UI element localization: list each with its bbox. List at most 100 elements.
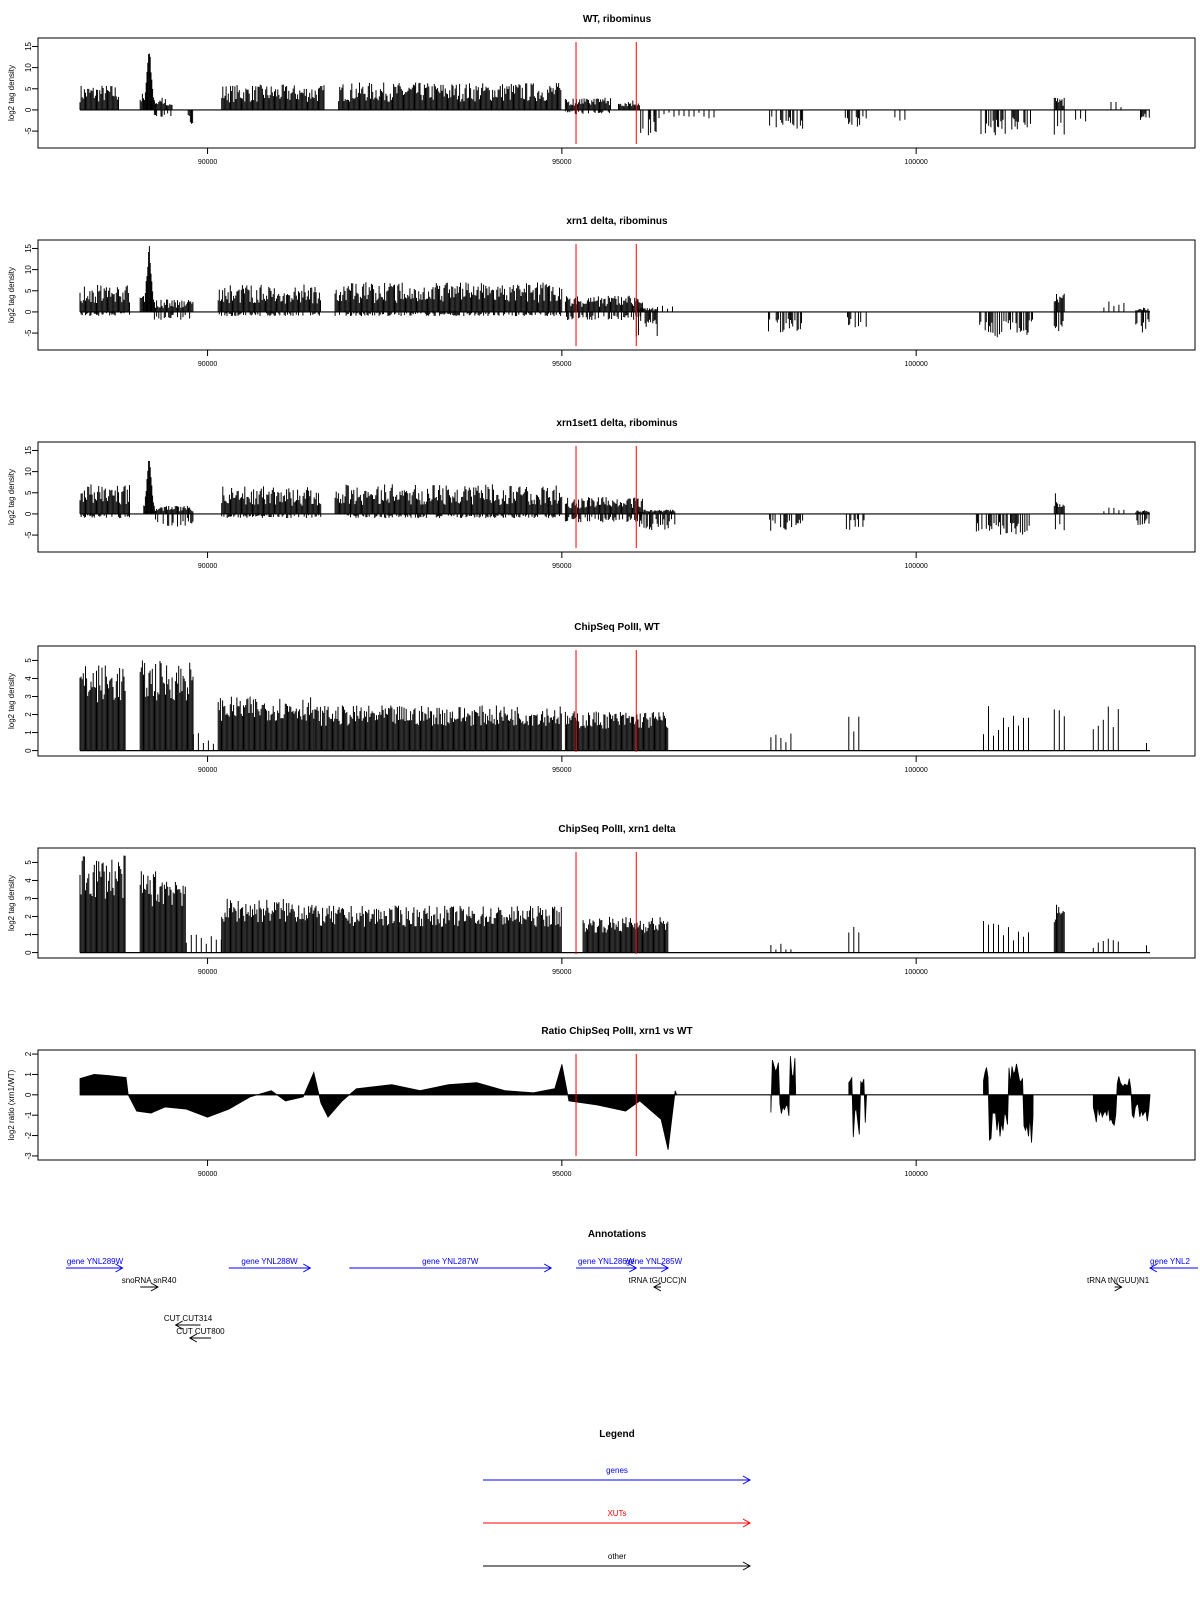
y-tick-label: 0 (24, 1092, 33, 1097)
segment-11 (1053, 493, 1065, 531)
legend-arrowhead (742, 1518, 752, 1528)
x-tick-label: 95000 (552, 969, 572, 976)
segment-5 (217, 284, 321, 317)
segment-14 (1103, 301, 1125, 312)
chart-panel-2: xrn1 delta, ribominus -5 0 5 10 15 log2 tag de… (7, 216, 1196, 368)
chart-title: Ratio ChipSeq PolII, xrn1 vs WT (541, 1026, 692, 1037)
plot-frame (37, 239, 1196, 351)
annotation-label: gene YNL286W (578, 1257, 635, 1266)
data-marks (79, 53, 1150, 136)
legend-item-1: genes (483, 1466, 752, 1485)
segment-2 (139, 296, 144, 312)
y-tick-label: 0 (24, 950, 33, 955)
x-tick-label: 100000 (904, 159, 927, 166)
annotation-label: tRNA tN(GUU)N1 (1087, 1276, 1150, 1285)
annotation-arrowhead (543, 1263, 553, 1273)
segment-2 (143, 460, 155, 514)
y-tick-label: 0 (24, 107, 33, 112)
segment-10 (768, 311, 802, 333)
data-marks (79, 1056, 1151, 1150)
y-tick-label: 5 (24, 860, 33, 865)
annotation-label: CUT CUT800 (176, 1327, 225, 1336)
segment-8 (848, 926, 860, 953)
segment-6 (334, 282, 563, 317)
x-tick-label: 90000 (198, 361, 218, 368)
annotation-arrowhead (629, 1263, 638, 1273)
y-tick-label: 10 (24, 265, 33, 274)
y-axis: -5 0 5 10 15 log2 tag density (7, 41, 38, 135)
segment-1 (79, 285, 130, 316)
annotation-label: snoRNA snR40 (122, 1276, 177, 1285)
chart-title: WT, ribominus (583, 14, 652, 25)
segment-7 (564, 295, 643, 320)
y-axis-label: log2 tag density (7, 673, 16, 729)
annotation-4: CUT CUT800 (176, 1327, 225, 1343)
y-tick-label: -5 (24, 127, 33, 135)
annotation-label: gene YNL289W (67, 1257, 124, 1266)
annotation-label: gene YNL288W (241, 1257, 298, 1266)
annotation-3: CUT CUT314 (164, 1314, 213, 1330)
y-axis: 0 1 2 3 4 5 log2 tag density (7, 860, 38, 955)
annotation-label: gene YNL285W (626, 1257, 683, 1266)
segment-1 (79, 484, 130, 519)
segment-17 (1075, 109, 1087, 122)
y-tick-label: 5 (24, 86, 33, 91)
y-tick-label: 0 (24, 309, 33, 314)
segment-11 (1092, 706, 1119, 751)
segment-12 (1103, 507, 1125, 514)
y-axis: -3 -2 -1 0 1 2 log2 ratio (xrn1/WT) (7, 1051, 38, 1159)
segment-1 (79, 665, 126, 751)
segment-3 (185, 934, 222, 953)
y-axis: 0 1 2 3 4 5 log2 tag density (7, 658, 38, 753)
segment-4 (221, 486, 322, 518)
y-tick-label: 2 (24, 1051, 33, 1056)
segment-8 (564, 97, 611, 115)
y-tick-label: 0 (24, 511, 33, 516)
y-axis-label: log2 tag density (7, 875, 16, 931)
segment-6 (582, 916, 669, 953)
y-tick-label: 3 (24, 694, 33, 699)
segment-7 (338, 82, 562, 110)
x-tick-label: 95000 (552, 159, 572, 166)
segment-4 (153, 299, 194, 320)
y-tick-label: -5 (24, 531, 33, 539)
legend-title: Legend (599, 1429, 635, 1440)
y-tick-label: 0 (24, 748, 33, 753)
annotation-6: gene YNL287W (349, 1257, 553, 1273)
x-tick-label: 90000 (198, 563, 218, 570)
x-tick-label: 95000 (552, 563, 572, 570)
segment-18 (1110, 102, 1122, 110)
y-tick-label: 1 (24, 932, 33, 937)
chart-panel-1: WT, ribominus -5 0 5 10 15 log2 tag density 900… (7, 14, 1196, 166)
segment-4 (153, 97, 173, 117)
y-tick-label: -3 (24, 1152, 33, 1160)
segment-12 (769, 109, 804, 129)
y-tick-label: 15 (24, 41, 33, 50)
y-tick-label: 10 (24, 467, 33, 476)
x-axis: 90000 95000 100000 (198, 552, 928, 570)
x-tick-label: 100000 (904, 767, 927, 774)
legend-label: genes (606, 1466, 628, 1475)
annotation-8: gene YNL285W (626, 1257, 683, 1273)
x-axis: 90000 95000 100000 (198, 1160, 928, 1178)
legend-label: XUTs (607, 1509, 626, 1518)
legend-panel: Legend genes XUTs other (483, 1429, 752, 1571)
segment-13 (1135, 510, 1150, 525)
chart-panel-3: xrn1set1 delta, ribominus -5 0 5 10 15 log2 ta… (7, 418, 1196, 570)
y-tick-label: 2 (24, 914, 33, 919)
segment-5 (313, 905, 562, 953)
plot-frame (37, 847, 1196, 959)
y-tick-label: 5 (24, 490, 33, 495)
y-tick-label: 5 (24, 288, 33, 293)
y-axis-label: log2 tag density (7, 267, 16, 323)
ratio-island-area (848, 1076, 867, 1138)
data-marks (79, 855, 1147, 953)
y-tick-label: 1 (24, 1072, 33, 1077)
segment-11 (847, 311, 867, 328)
y-axis: -5 0 5 10 15 log2 tag density (7, 243, 38, 337)
segment-4 (221, 898, 314, 953)
annotation-arrowhead (303, 1263, 312, 1273)
segment-11 (1092, 938, 1119, 953)
annotation-5: gene YNL288W (228, 1257, 312, 1273)
ratio-island-area (770, 1056, 797, 1116)
